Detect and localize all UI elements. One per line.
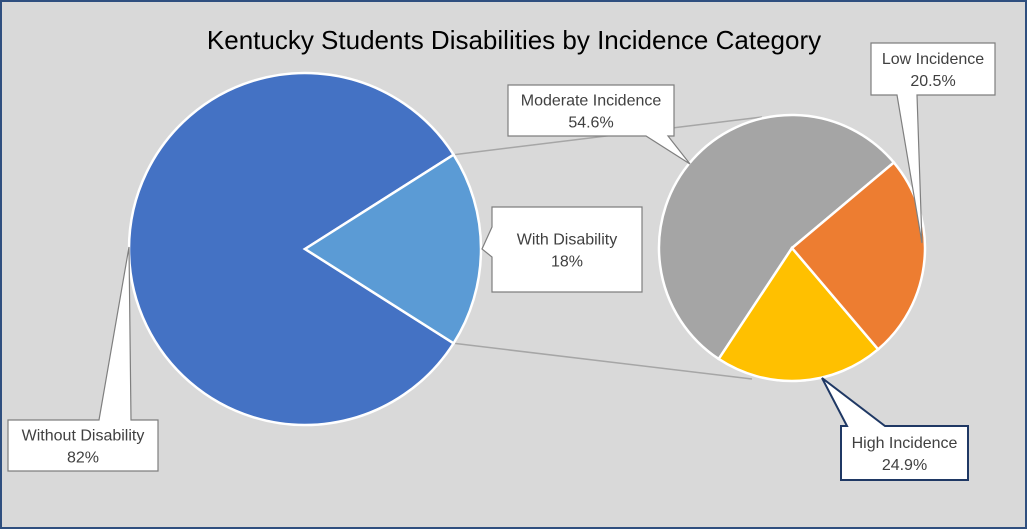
data-label-moderate-incidence-value: 54.6% (568, 115, 613, 132)
callout-with-disability: With Disability 18% (481, 206, 643, 293)
callout-box-without-disability (7, 246, 159, 472)
connector-line-bottom (453, 342, 753, 380)
data-label-without-disability-name: Without Disability (22, 428, 145, 445)
data-label-without-disability-value: 82% (67, 450, 99, 467)
callout-moderate-incidence: Moderate Incidence 54.6% (507, 84, 691, 165)
data-label-with-disability-value: 18% (551, 254, 583, 271)
callout-without-disability: Without Disability 82% (7, 246, 159, 472)
main-pie-slice-with-disability (302, 152, 483, 346)
data-label-with-disability-name: With Disability (517, 232, 617, 249)
breakout-pie-slice-moderate-incidence (657, 113, 896, 361)
callout-box-high-incidence (821, 377, 969, 481)
data-label-low-incidence-name: Low Incidence (882, 51, 984, 68)
callout-high-incidence: High Incidence 24.9% (821, 377, 969, 481)
data-label-low-incidence-value: 20.5% (910, 73, 955, 90)
breakout-pie-slice-high-incidence (790, 160, 927, 352)
data-label-high-incidence-value: 24.9% (882, 457, 927, 474)
callout-low-incidence: Low Incidence 20.5% (870, 42, 996, 244)
callout-box-with-disability (481, 206, 643, 293)
data-label-high-incidence-name: High Incidence (852, 435, 958, 452)
breakout-pie-slice-low-incidence (716, 245, 880, 383)
main-pie (127, 71, 483, 427)
callout-box-low-incidence (870, 42, 996, 244)
breakout-pie (657, 113, 927, 383)
chart-title: Kentucky Students Disabilities by Incide… (207, 25, 821, 55)
callout-box-moderate-incidence (507, 84, 691, 165)
data-label-callouts: Without Disability 82% With Disability 18% M… (7, 42, 996, 481)
data-label-moderate-incidence-name: Moderate Incidence (521, 93, 662, 110)
